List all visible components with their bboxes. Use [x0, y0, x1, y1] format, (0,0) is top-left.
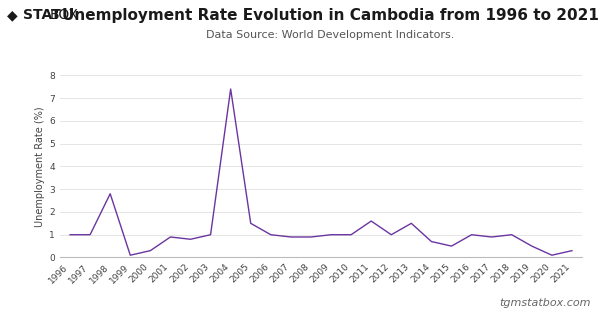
- Text: Unemployment Rate Evolution in Cambodia from 1996 to 2021: Unemployment Rate Evolution in Cambodia …: [62, 8, 598, 23]
- Text: BOX: BOX: [49, 8, 78, 22]
- Text: tgmstatbox.com: tgmstatbox.com: [499, 298, 591, 308]
- Y-axis label: Unemployment Rate (%): Unemployment Rate (%): [35, 106, 45, 227]
- Text: STAT: STAT: [23, 8, 61, 22]
- Text: Data Source: World Development Indicators.: Data Source: World Development Indicator…: [206, 30, 454, 40]
- Text: ◆: ◆: [7, 8, 18, 22]
